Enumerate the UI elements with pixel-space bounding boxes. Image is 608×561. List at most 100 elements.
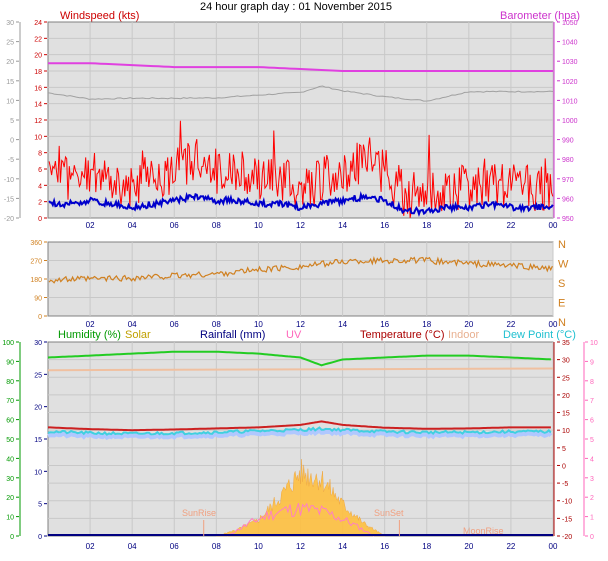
x-tick-label: 08 <box>212 221 221 230</box>
x-tick-label: 22 <box>506 221 515 230</box>
x-tick-label: 18 <box>422 320 431 329</box>
y-tick-barometer: 970 <box>562 177 574 184</box>
y-tick-barometer: 950 <box>562 216 574 223</box>
legend-uv: UV <box>286 329 302 341</box>
y-tick-uv: 9 <box>590 359 594 366</box>
compass-label: N <box>558 317 566 329</box>
y-tick-direction: 90 <box>34 296 42 303</box>
y-tick-uv: 7 <box>590 398 594 405</box>
x-tick-label: 08 <box>212 542 221 551</box>
compass-label: E <box>558 298 565 310</box>
y-tick-temperature: 10 <box>562 428 570 435</box>
x-tick-label: 16 <box>380 221 389 230</box>
y-tick-outer: 0 <box>10 138 14 145</box>
y-tick-barometer: 1030 <box>562 59 578 66</box>
y-tick-windspeed: 0 <box>38 216 42 223</box>
y-tick-temperature: -10 <box>562 499 572 506</box>
y-tick-uv: 2 <box>590 495 594 502</box>
y-tick-humidity: 60 <box>6 418 14 425</box>
x-tick-label: 02 <box>86 221 95 230</box>
y-tick-temperature: 35 <box>562 340 570 347</box>
y-tick-windspeed: 2 <box>38 200 42 207</box>
x-tick-label: 20 <box>464 542 473 551</box>
y-tick-outer: 30 <box>6 20 14 27</box>
y-tick-humidity: 40 <box>6 456 14 463</box>
y-tick-outer: 5 <box>10 118 14 125</box>
legend-dewpoint: Dew Point (°C) <box>503 329 576 341</box>
x-tick-label: 18 <box>422 542 431 551</box>
compass-label: W <box>558 259 569 271</box>
y-tick-windspeed: 14 <box>34 102 42 109</box>
series-indoor <box>47 367 554 372</box>
x-tick-label: 14 <box>338 221 347 230</box>
x-tick-label: 14 <box>338 320 347 329</box>
x-tick-label: 10 <box>254 221 263 230</box>
y-tick-rainfall: 10 <box>34 469 42 476</box>
x-tick-label: 12 <box>296 221 305 230</box>
series-direction <box>48 255 553 284</box>
x-tick-label: 10 <box>254 542 263 551</box>
compass-label: S <box>558 278 565 290</box>
legend-temperature: Temperature (°C) <box>360 329 444 341</box>
y-tick-humidity: 100 <box>2 340 14 347</box>
y-tick-rainfall: 0 <box>38 534 42 541</box>
x-tick-label: 04 <box>128 221 137 230</box>
y-tick-windspeed: 6 <box>38 167 42 174</box>
y-tick-humidity: 90 <box>6 359 14 366</box>
y-tick-temperature: 15 <box>562 411 570 418</box>
y-tick-direction: 360 <box>30 240 42 247</box>
y-tick-humidity: 80 <box>6 379 14 386</box>
x-tick-label: 08 <box>212 320 221 329</box>
y-tick-windspeed: 18 <box>34 69 42 76</box>
y-tick-outer: -10 <box>4 177 14 184</box>
series-dewpoint <box>47 426 552 436</box>
x-tick-label: 16 <box>380 542 389 551</box>
x-tick-label: 06 <box>170 542 179 551</box>
y-tick-outer: -20 <box>4 216 14 223</box>
y-tick-windspeed: 22 <box>34 36 42 43</box>
series-solar <box>216 459 385 537</box>
y-tick-barometer: 1010 <box>562 98 578 105</box>
y-tick-temperature: -20 <box>562 534 572 541</box>
y-tick-rainfall: 30 <box>34 340 42 347</box>
series-humidity <box>47 350 551 367</box>
y-tick-windspeed: 8 <box>38 151 42 158</box>
series-windspeed <box>48 120 554 218</box>
sunrise-label: SunRise <box>182 508 216 518</box>
y-tick-uv: 6 <box>590 418 594 425</box>
moonrise-label: MoonRise <box>463 526 504 536</box>
x-tick-label: 04 <box>128 542 137 551</box>
series-uv <box>226 502 375 537</box>
x-tick-label: 12 <box>296 542 305 551</box>
y-tick-windspeed: 24 <box>34 20 42 27</box>
y-tick-barometer: 980 <box>562 157 574 164</box>
y-tick-outer: 25 <box>6 40 14 47</box>
legend-barometer: Barometer (hpa) <box>500 10 580 22</box>
y-tick-outer: 15 <box>6 79 14 86</box>
y-tick-windspeed: 20 <box>34 53 42 60</box>
x-tick-label: 00 <box>549 221 558 230</box>
sunset-label: SunSet <box>374 508 404 518</box>
y-tick-rainfall: 20 <box>34 405 42 412</box>
x-tick-label: 06 <box>170 221 179 230</box>
y-tick-outer: -5 <box>8 157 14 164</box>
y-tick-uv: 1 <box>590 515 594 522</box>
x-tick-label: 12 <box>296 320 305 329</box>
y-tick-temperature: 30 <box>562 358 570 365</box>
series-barometer <box>48 62 553 72</box>
series-dewpoint-band <box>47 427 553 441</box>
x-tick-label: 18 <box>422 221 431 230</box>
x-tick-label: 02 <box>86 320 95 329</box>
y-tick-humidity: 50 <box>6 437 14 444</box>
y-tick-outer: -15 <box>4 196 14 203</box>
y-tick-barometer: 990 <box>562 138 574 145</box>
x-tick-label: 10 <box>254 320 263 329</box>
x-tick-label: 22 <box>506 542 515 551</box>
y-tick-humidity: 70 <box>6 398 14 405</box>
y-tick-barometer: 960 <box>562 196 574 203</box>
y-tick-uv: 5 <box>590 437 594 444</box>
x-tick-label: 02 <box>86 542 95 551</box>
legend-indoor: Indoor <box>448 329 480 341</box>
y-tick-humidity: 10 <box>6 515 14 522</box>
